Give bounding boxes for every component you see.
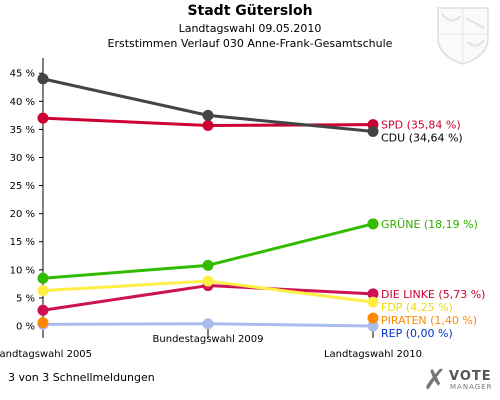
data-point (202, 318, 214, 330)
data-point (367, 296, 379, 308)
data-point (367, 125, 379, 137)
data-point (367, 312, 379, 324)
chart-subtitle: Landtagswahl 09.05.2010 (178, 22, 322, 35)
y-tick-label: 0 % (16, 322, 35, 333)
y-tick-label: 15 % (10, 237, 35, 248)
votemanager-x-icon: ✗ (423, 363, 447, 396)
data-point (37, 304, 49, 316)
chart-subtitle-secondary: Erststimmen Verlauf 030 Anne-Frank-Gesam… (107, 37, 393, 50)
y-tick-label: 35 % (10, 125, 35, 136)
data-point (37, 317, 49, 329)
data-point (37, 285, 49, 297)
chart-series-labels: SPD (35,84 %)CDU (34,64 %) GRÜNE (18,19 %… (381, 119, 485, 340)
data-point (202, 119, 214, 131)
y-tick-label: 40 % (10, 97, 35, 108)
y-tick-label: 10 % (10, 265, 35, 276)
y-tick-label: 45 % (10, 69, 35, 80)
coat-of-arms-icon (437, 7, 489, 65)
data-point (37, 112, 49, 124)
series-label: PIRATEN (1,40 %) (381, 314, 477, 327)
data-point (202, 259, 214, 271)
series-label: GRÜNE (18,19 %) (381, 218, 478, 231)
series-label: DIE LINKE (5,73 %) (381, 288, 485, 301)
x-tick-label: Landtagswahl 2005 (0, 349, 92, 360)
y-tick-label: 25 % (10, 181, 35, 192)
votemanager-logo-text: VOTE (449, 369, 492, 384)
chart-data-points (37, 73, 379, 332)
votemanager-logo: ✗ VOTE MANAGER (423, 365, 498, 397)
chart-axes: 0 % 5 % 10 % 15 % 20 % 25 % 30 % 35 % 40 % 45 % La… (0, 58, 422, 360)
chart-title: Stadt Gütersloh (187, 3, 313, 19)
data-point (202, 275, 214, 287)
y-tick-label: 5 % (16, 293, 35, 304)
series-label: REP (0,00 %) (381, 327, 453, 340)
y-tick-label: 30 % (10, 153, 35, 164)
series-label: SPD (35,84 %) (381, 119, 461, 132)
x-tick-label: Landtagswahl 2010 (324, 349, 422, 360)
x-tick-label: Bundestagswahl 2009 (153, 334, 264, 345)
data-point (37, 272, 49, 284)
data-point (367, 218, 379, 230)
series-label: FDP (4,25 %) (381, 301, 453, 314)
votemanager-logo-subtext: MANAGER (450, 383, 493, 391)
data-point (202, 109, 214, 121)
y-tick-label: 20 % (10, 209, 35, 220)
series-label: CDU (34,64 %) (381, 132, 463, 145)
footer-status-note: 3 von 3 Schnellmeldungen (8, 371, 155, 384)
data-point (37, 73, 49, 85)
